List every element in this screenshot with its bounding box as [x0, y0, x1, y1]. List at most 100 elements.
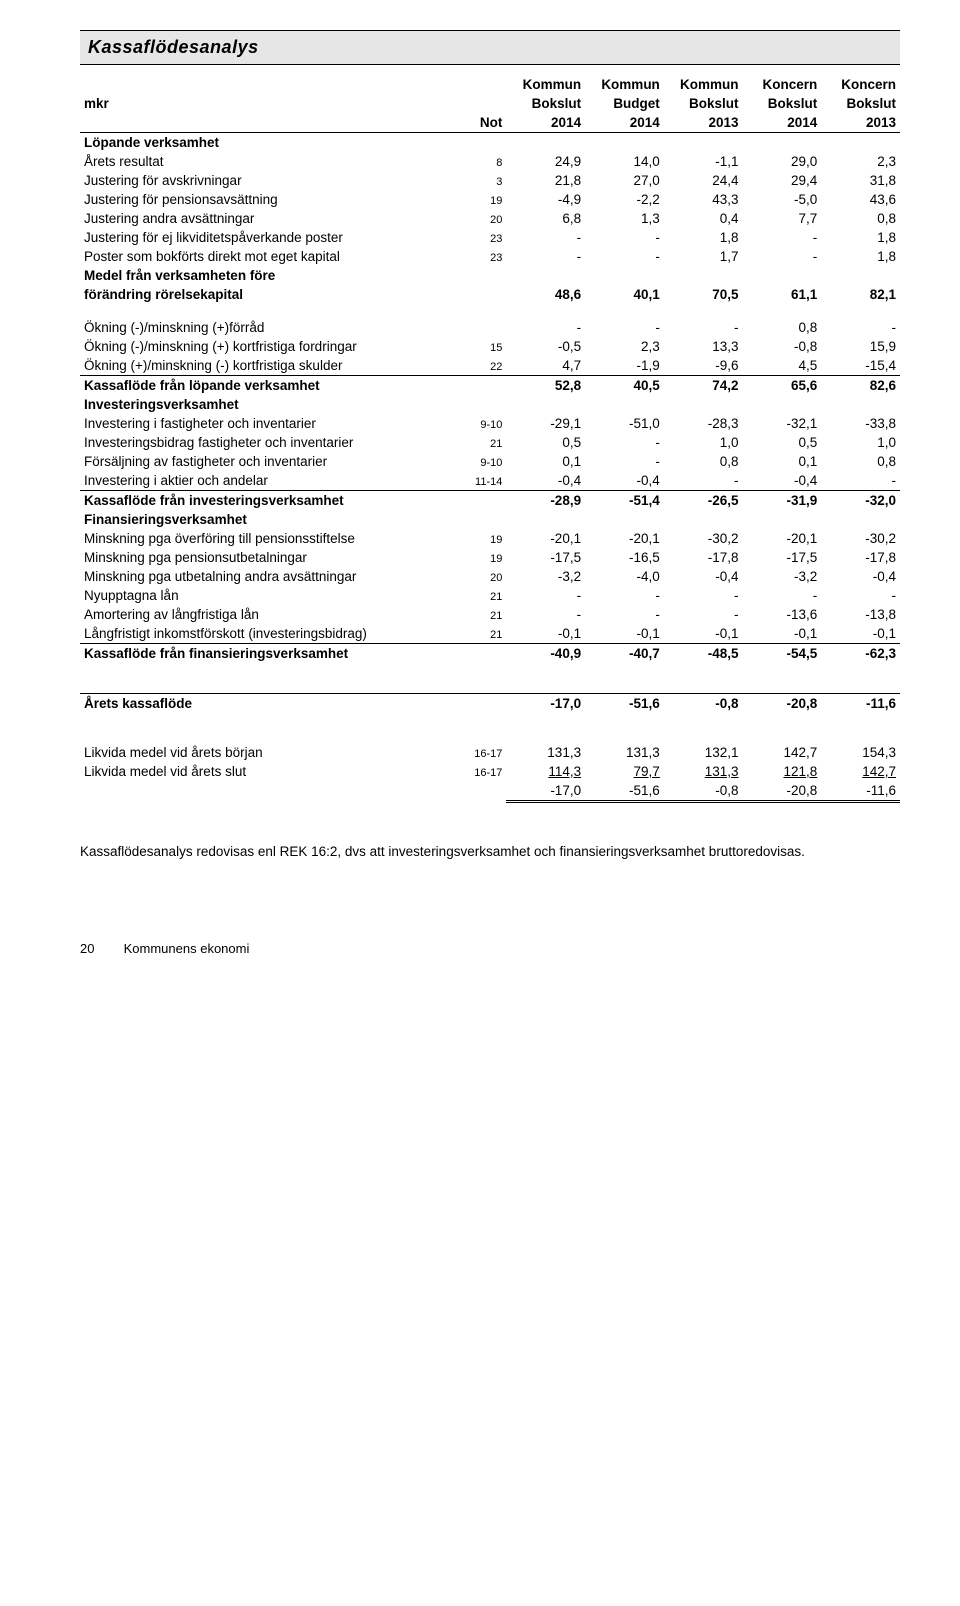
header-cell: Kommun: [585, 75, 664, 94]
row-note-ref: 9-10: [457, 452, 506, 471]
row-value: -51,6: [585, 694, 664, 714]
row-note-ref: [457, 694, 506, 714]
header-cell: mkr: [80, 94, 457, 113]
page-title: Kassaflödesanalys: [80, 31, 900, 64]
table-row: Minskning pga utbetalning andra avsättni…: [80, 567, 900, 586]
row-note-ref: [457, 644, 506, 664]
row-value: -40,7: [585, 644, 664, 664]
row-value: 29,0: [743, 152, 822, 171]
row-note-ref: 21: [457, 624, 506, 644]
row-value: -33,8: [821, 414, 900, 433]
row-note-ref: 9-10: [457, 414, 506, 433]
row-value: -2,2: [585, 190, 664, 209]
table-row: Likvida medel vid årets början16-17131,3…: [80, 743, 900, 762]
row-value: -51,0: [585, 414, 664, 433]
row-value: -11,6: [821, 781, 900, 802]
table-row: Likvida medel vid årets slut16-17114,379…: [80, 762, 900, 781]
row-label: förändring rörelsekapital: [80, 285, 457, 304]
row-value: -29,1: [506, 414, 585, 433]
row-value: -5,0: [743, 190, 822, 209]
table-row: Poster som bokförts direkt mot eget kapi…: [80, 247, 900, 266]
row-value: -4,0: [585, 567, 664, 586]
table-row: Årets kassaflöde-17,0-51,6-0,8-20,8-11,6: [80, 694, 900, 714]
row-value: -17,5: [506, 548, 585, 567]
row-label: Minskning pga pensionsutbetalningar: [80, 548, 457, 567]
header-cell: Budget: [585, 94, 664, 113]
row-value: -: [506, 605, 585, 624]
row-value: -: [585, 605, 664, 624]
table-row: Minskning pga pensionsutbetalningar19-17…: [80, 548, 900, 567]
row-value: -20,8: [743, 781, 822, 802]
row-value: 1,8: [821, 247, 900, 266]
row-value: 2,3: [585, 337, 664, 356]
row-label: Minskning pga överföring till pensionsst…: [80, 529, 457, 548]
header-cell: Bokslut: [743, 94, 822, 113]
row-value: 24,4: [664, 171, 743, 190]
header-cell: 2013: [821, 113, 900, 133]
row-value: 2,3: [821, 152, 900, 171]
row-label: Minskning pga utbetalning andra avsättni…: [80, 567, 457, 586]
row-value: -28,9: [506, 491, 585, 511]
table-row: förändring rörelsekapital48,640,170,561,…: [80, 285, 900, 304]
header-cell: Kommun: [506, 75, 585, 94]
row-value: -0,4: [821, 567, 900, 586]
row-value: -: [585, 247, 664, 266]
row-value: -0,8: [743, 337, 822, 356]
row-value: -13,6: [743, 605, 822, 624]
table-row: Investering i aktier och andelar11-14-0,…: [80, 471, 900, 491]
header-cell: Bokslut: [664, 94, 743, 113]
row-value: [664, 266, 743, 285]
row-value: -: [506, 318, 585, 337]
row-value: -0,4: [743, 471, 822, 491]
row-label: Kassaflöde från investeringsverksamhet: [80, 491, 457, 511]
row-value: -: [585, 586, 664, 605]
row-value: 27,0: [585, 171, 664, 190]
row-value: 43,6: [821, 190, 900, 209]
header-cell: [80, 75, 457, 94]
row-note-ref: 20: [457, 567, 506, 586]
row-value: 0,8: [664, 452, 743, 471]
row-note-ref: [457, 781, 506, 802]
row-value: 131,3: [506, 743, 585, 762]
footnote: Kassaflödesanalys redovisas enl REK 16:2…: [80, 843, 900, 861]
row-value: 121,8: [743, 762, 822, 781]
row-value: 82,1: [821, 285, 900, 304]
row-label: Justering för pensionsavsättning: [80, 190, 457, 209]
row-value: 0,8: [743, 318, 822, 337]
row-value: -17,0: [506, 781, 585, 802]
row-value: -40,9: [506, 644, 585, 664]
row-value: -0,4: [506, 471, 585, 491]
table-row: Försäljning av fastigheter och inventari…: [80, 452, 900, 471]
row-value: -: [743, 586, 822, 605]
header-cell: Kommun: [664, 75, 743, 94]
row-value: -32,1: [743, 414, 822, 433]
row-label: Investering i aktier och andelar: [80, 471, 457, 491]
page-number: 20: [80, 941, 120, 956]
header-cell: [457, 75, 506, 94]
row-value: 61,1: [743, 285, 822, 304]
row-value: 79,7: [585, 762, 664, 781]
table-row: Amortering av långfristiga lån21----13,6…: [80, 605, 900, 624]
row-note-ref: [457, 318, 506, 337]
row-note-ref: [457, 491, 506, 511]
row-value: 6,8: [506, 209, 585, 228]
spacer-row: [80, 713, 900, 743]
row-label: Medel från verksamheten före: [80, 266, 457, 285]
row-value: -0,8: [664, 781, 743, 802]
row-value: 82,6: [821, 376, 900, 396]
row-value: -3,2: [506, 567, 585, 586]
row-value: -30,2: [821, 529, 900, 548]
row-note-ref: 15: [457, 337, 506, 356]
row-label: Kassaflöde från finansieringsverksamhet: [80, 644, 457, 664]
row-value: -26,5: [664, 491, 743, 511]
header-cell: [457, 94, 506, 113]
row-value: -9,6: [664, 356, 743, 376]
row-value: 31,8: [821, 171, 900, 190]
row-value: [821, 266, 900, 285]
row-value: 40,1: [585, 285, 664, 304]
header-cell: 2014: [506, 113, 585, 133]
row-value: 114,3: [506, 762, 585, 781]
table-row: Ökning (-)/minskning (+) kortfristiga fo…: [80, 337, 900, 356]
row-label: Justering för ej likviditetspåverkande p…: [80, 228, 457, 247]
row-value: -17,8: [664, 548, 743, 567]
